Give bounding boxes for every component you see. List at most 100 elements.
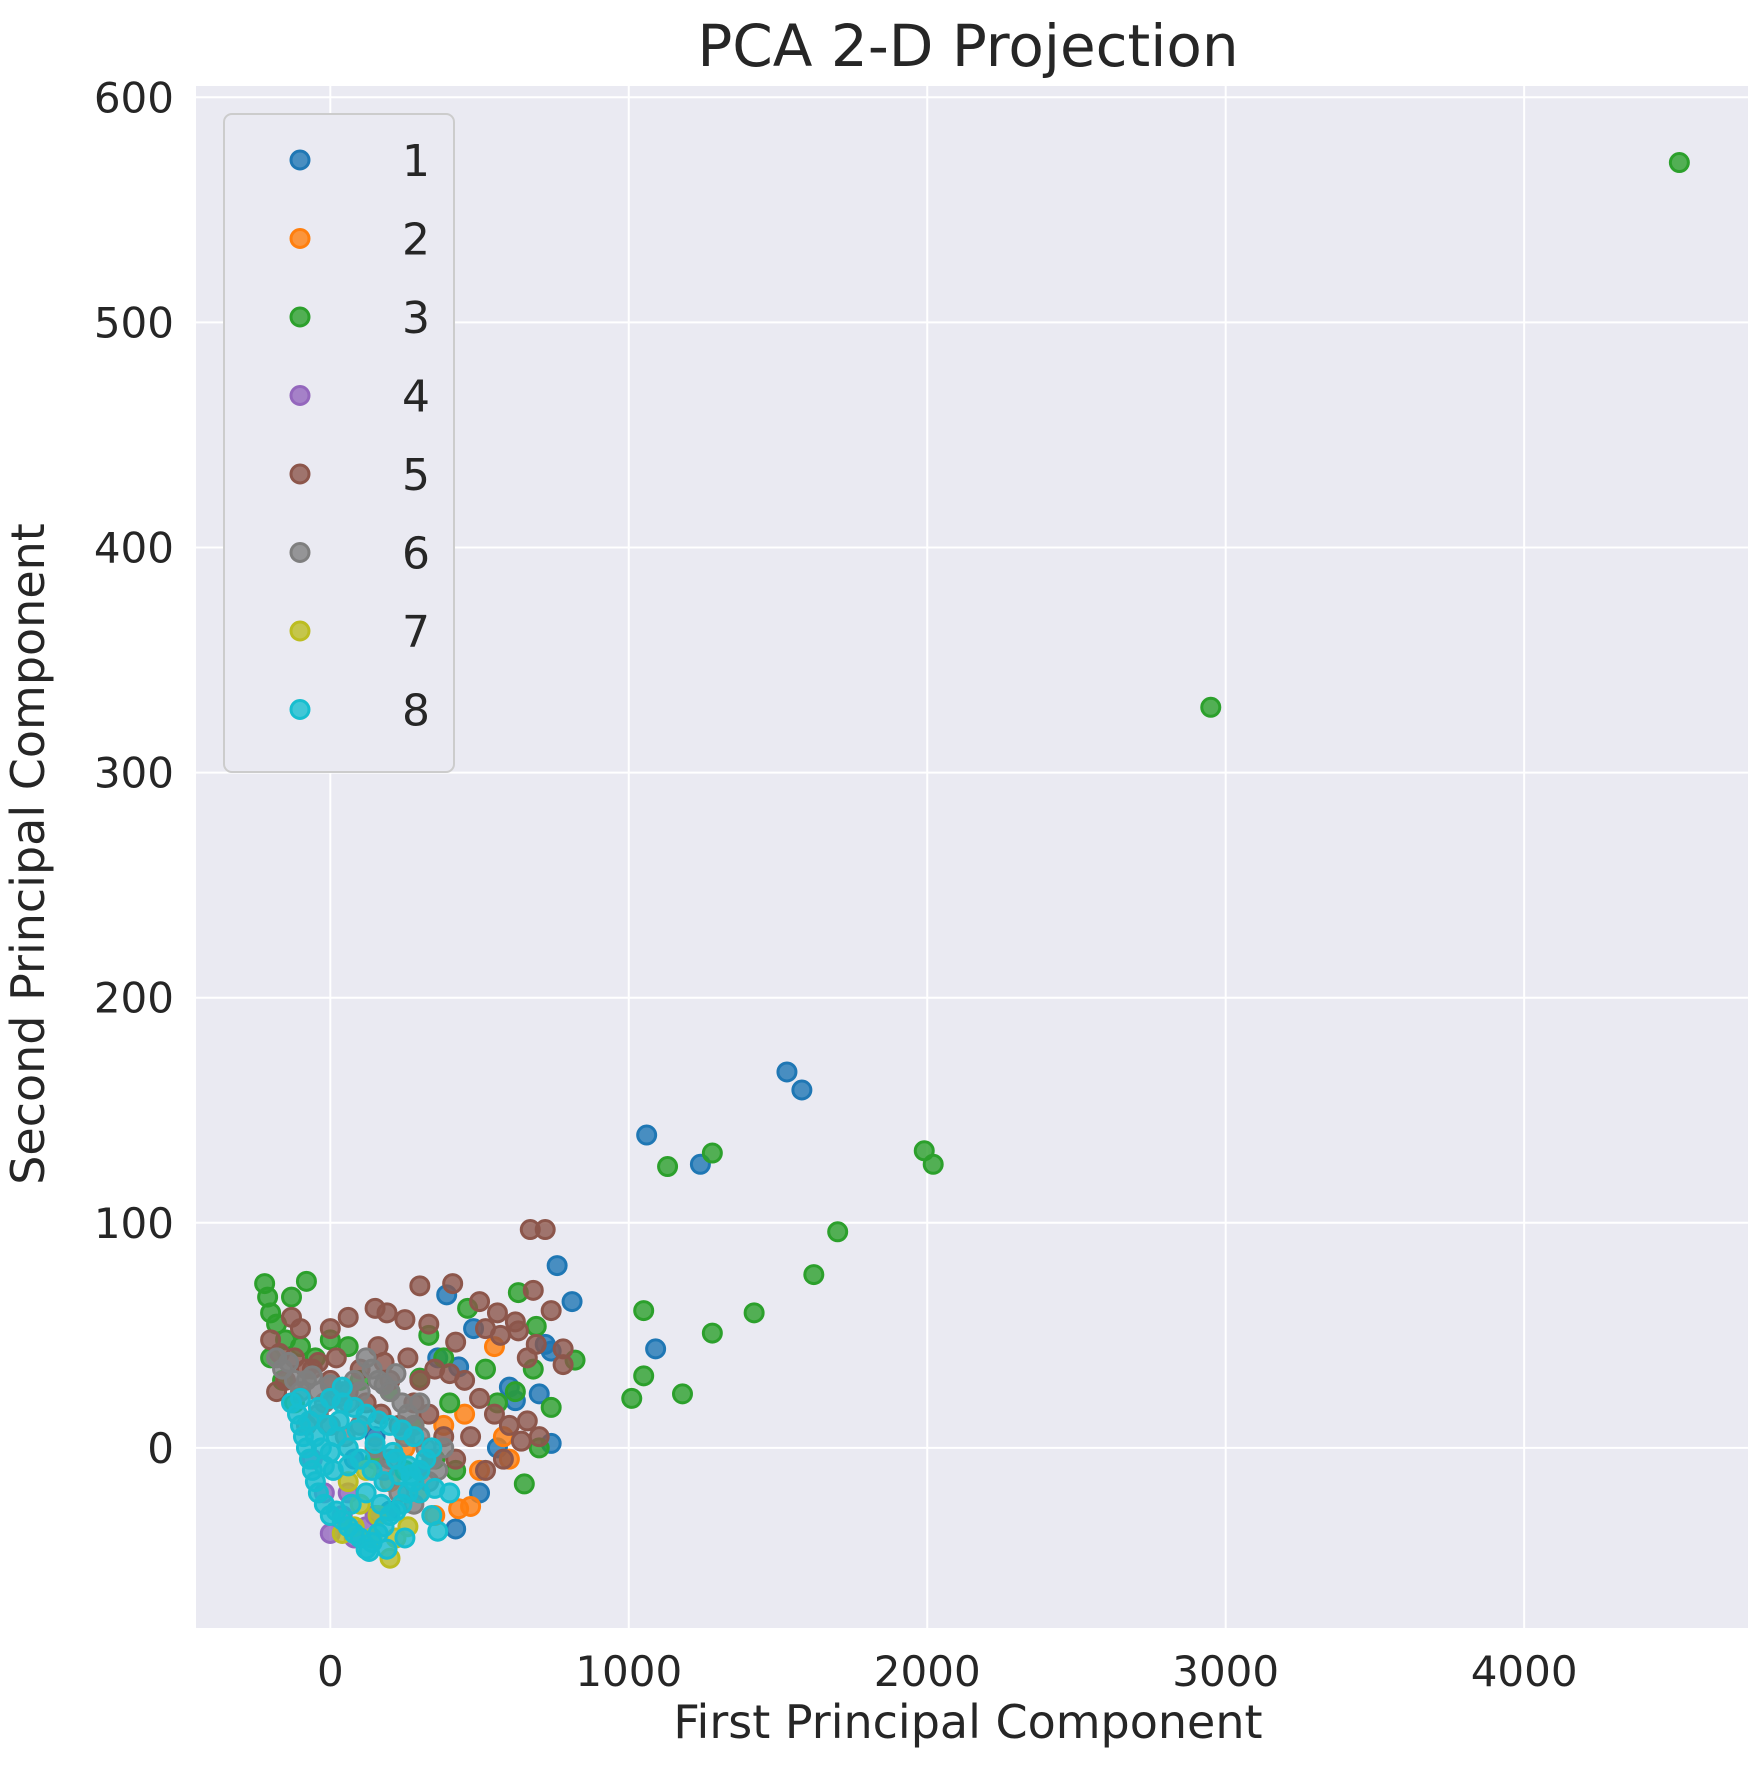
scatter-point [776, 1061, 798, 1083]
scatter-point [469, 1387, 491, 1409]
scatter-point [427, 1520, 449, 1542]
scatter-point [483, 1403, 505, 1425]
scatter-point [313, 1455, 335, 1477]
scatter-point [645, 1338, 667, 1360]
scatter-point [376, 1538, 398, 1560]
legend-label: 6 [402, 529, 430, 580]
scatter-point [513, 1473, 535, 1495]
x-tick-label: 2000 [874, 1647, 981, 1696]
scatter-point [388, 1464, 410, 1486]
scatter-point [1668, 152, 1690, 174]
scatter-point [337, 1455, 359, 1477]
scatter-point [701, 1142, 723, 1164]
scatter-point [454, 1369, 476, 1391]
chart-title: PCA 2-D Projection [697, 12, 1238, 80]
scatter-point [266, 1381, 288, 1403]
scatter-point [561, 1291, 583, 1313]
scatter-point [528, 1383, 550, 1405]
scatter-point [421, 1437, 443, 1459]
scatter-point [621, 1387, 643, 1409]
scatter-point [278, 1351, 300, 1373]
scatter-point [409, 1275, 431, 1297]
scatter-point [827, 1221, 849, 1243]
legend-marker [289, 306, 311, 328]
scatter-point [504, 1381, 526, 1403]
scatter-point [522, 1279, 544, 1301]
scatter-point [304, 1426, 326, 1448]
scatter-point [803, 1264, 825, 1286]
scatter-point [743, 1302, 765, 1324]
scatter-point [394, 1309, 416, 1331]
legend-marker [289, 542, 311, 563]
legend-label: 3 [402, 293, 430, 344]
x-tick-label: 4000 [1471, 1647, 1578, 1696]
scatter-point [791, 1079, 813, 1101]
y-axis-label: Second Principal Component [1, 523, 55, 1185]
scatter-point [331, 1376, 353, 1398]
x-tick-label: 1000 [575, 1647, 682, 1696]
legend-label: 2 [402, 215, 430, 266]
scatter-point [325, 1347, 347, 1369]
scatter-point [922, 1153, 944, 1175]
scatter-point [376, 1302, 398, 1324]
scatter-point [281, 1286, 303, 1308]
scatter-point [439, 1482, 461, 1504]
legend-label: 4 [402, 372, 430, 423]
scatter-point [510, 1430, 532, 1452]
scatter-point [546, 1255, 568, 1277]
scatter-point [370, 1493, 392, 1515]
scatter-point [337, 1306, 359, 1328]
legend-marker [289, 699, 311, 720]
scatter-point [295, 1270, 317, 1292]
scatter-point [701, 1322, 723, 1344]
scatter-point [671, 1383, 693, 1405]
scatter-point [445, 1331, 467, 1353]
legend-label: 8 [402, 686, 430, 737]
scatter-point [358, 1540, 380, 1562]
scatter-point [657, 1156, 679, 1178]
scatter-point [486, 1302, 508, 1324]
scatter-point [409, 1369, 431, 1391]
scatter-point [460, 1495, 482, 1517]
scatter-point [489, 1324, 511, 1346]
scatter-point [552, 1354, 574, 1376]
y-axis-ticks: 0 100 200 300 400 500 600 [94, 73, 174, 1473]
scatter-point [355, 1482, 377, 1504]
legend-label: 7 [402, 607, 430, 658]
scatter-point [289, 1318, 311, 1340]
scatter-point [633, 1365, 655, 1387]
legend-box [223, 113, 455, 773]
x-axis-ticks: 0 1000 2000 3000 4000 [317, 1647, 1578, 1696]
y-tick-label: 600 [94, 73, 174, 122]
scatter-point [397, 1347, 419, 1369]
legend-label: 5 [402, 450, 430, 501]
scatter-point [516, 1410, 538, 1432]
scatter-point [364, 1432, 386, 1454]
legend-marker [289, 463, 311, 485]
scatter-point [445, 1518, 467, 1540]
scatter-point [492, 1448, 514, 1470]
legend-marker [289, 149, 311, 171]
x-tick-label: 0 [317, 1647, 344, 1696]
scatter-point [454, 1403, 476, 1425]
scatter-point [289, 1387, 311, 1409]
scatter-point [340, 1493, 362, 1515]
y-tick-label: 300 [94, 749, 174, 798]
series-8 [281, 1376, 461, 1562]
legend-marker [289, 620, 311, 642]
scatter-point [525, 1315, 547, 1337]
scatter-point [498, 1414, 520, 1436]
x-axis-label: First Principal Component [673, 1695, 1262, 1749]
y-tick-label: 100 [94, 1199, 174, 1248]
scatter-point [633, 1300, 655, 1322]
grid-lines [196, 86, 1748, 1628]
y-tick-label: 0 [147, 1424, 174, 1473]
y-tick-label: 500 [94, 298, 174, 347]
scatter-point [382, 1441, 404, 1463]
scatter-point [346, 1419, 368, 1441]
scatter-point [409, 1392, 431, 1414]
scatter-point [439, 1392, 461, 1414]
x-tick-label: 3000 [1172, 1647, 1279, 1696]
scatter-point [636, 1124, 658, 1146]
